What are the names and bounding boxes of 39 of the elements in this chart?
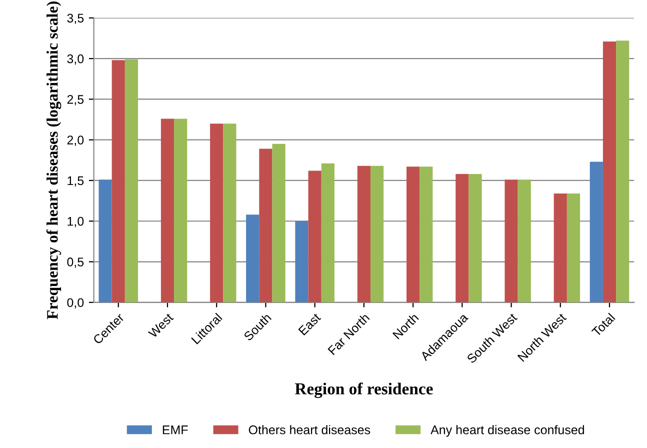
bar <box>566 193 580 302</box>
y-tick-label: 2,0 <box>67 136 84 146</box>
legend-label: Any heart disease confused <box>430 425 584 437</box>
x-axis-title: Region of residence <box>294 382 433 398</box>
y-axis-title: Frequency of heart diseases (logarithmic scale) <box>46 2 62 320</box>
bar <box>174 118 188 302</box>
bar <box>456 174 469 302</box>
bar <box>272 144 286 302</box>
bar <box>112 60 125 302</box>
y-tick-label: 0,5 <box>67 258 84 268</box>
bar <box>420 166 433 302</box>
y-tick-label: 3,5 <box>67 14 84 24</box>
bar <box>357 166 370 302</box>
bar <box>124 59 138 302</box>
bar <box>259 148 272 302</box>
bar <box>160 118 174 302</box>
bar <box>308 170 322 302</box>
bar <box>370 166 384 302</box>
bar <box>468 174 482 302</box>
bar <box>554 193 567 302</box>
y-tick-label: 1,0 <box>68 216 84 228</box>
bar <box>406 166 420 302</box>
bar <box>98 180 112 302</box>
bar <box>616 40 630 302</box>
y-tick-label: 2,5 <box>67 95 84 106</box>
bar <box>210 124 224 302</box>
bar <box>590 162 603 302</box>
legend-label: EMF <box>162 426 188 434</box>
bar <box>518 180 531 302</box>
bar <box>504 180 518 302</box>
y-tick-label: 3,0 <box>67 54 84 65</box>
bar <box>246 214 260 302</box>
y-tick-label: 0,0 <box>67 298 84 309</box>
legend-label: Others heart diseases <box>248 425 370 434</box>
bar <box>223 124 236 302</box>
bar <box>602 41 616 302</box>
bar <box>321 163 334 302</box>
y-tick-label: 1,5 <box>68 176 84 187</box>
bar <box>295 221 308 302</box>
